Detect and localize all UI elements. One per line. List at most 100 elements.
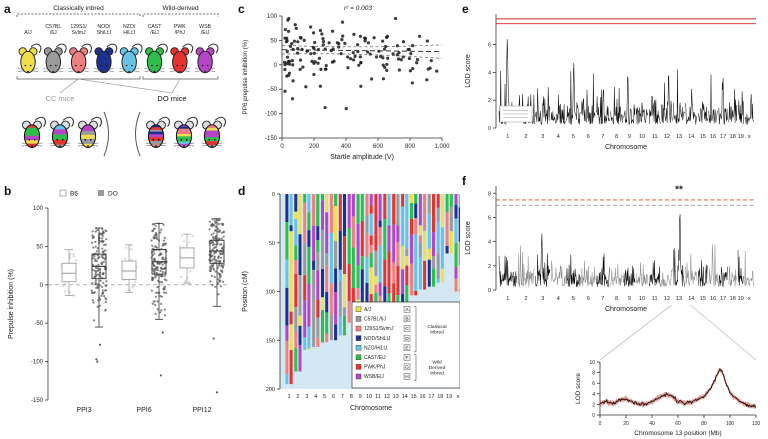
panel-c-label: c [238,2,245,16]
svg-text:20: 20 [623,421,629,427]
svg-text:HiLtJ: HiLtJ [123,30,135,36]
svg-text:r² = 0.003: r² = 0.003 [344,5,372,12]
panel-e: e 0 2 4 6 LOD score 1 2 3 4 5 6 7 8 9 10 11 12 13 14 15 16 17… [460,0,766,170]
svg-text:200: 200 [266,387,275,393]
svg-text:1,000: 1,000 [434,144,450,150]
svg-text:0: 0 [280,144,284,150]
svg-text:CAST: CAST [148,24,163,30]
svg-text:9: 9 [628,296,631,302]
founder-mouse-icon [93,43,118,74]
svg-text:-50: -50 [34,321,43,327]
svg-text:0: 0 [592,413,595,419]
founder-mouse-icon [43,43,67,74]
svg-text:12: 12 [664,134,670,140]
svg-text:PPI12: PPI12 [192,407,211,414]
svg-text:WSB/EiJ: WSB/EiJ [364,374,384,380]
svg-text:16: 16 [710,134,716,140]
svg-text:13: 13 [393,394,399,400]
svg-text:6: 6 [587,296,590,302]
svg-text:6: 6 [488,43,491,49]
panel-a-label: a [4,2,11,16]
svg-text:18: 18 [437,394,443,400]
svg-text:10: 10 [366,394,372,400]
do-mouse-icon [201,116,227,148]
panel-b: b 100 50 0 -50 -100 -150 Prepulse inhibition (… [2,182,236,439]
svg-text:-150: -150 [31,398,44,404]
svg-text:60: 60 [675,421,681,427]
svg-text:ShiLtJ: ShiLtJ [97,30,112,36]
svg-text:600: 600 [373,144,384,150]
svg-text:x: x [748,296,751,302]
svg-text:8: 8 [615,134,618,140]
svg-text:CAST/EiJ: CAST/EiJ [364,355,386,361]
svg-text:8: 8 [350,394,353,400]
svg-text:8: 8 [592,371,595,377]
svg-text:Prepulse inhibition (%): Prepulse inhibition (%) [8,269,15,339]
svg-text:100: 100 [266,290,275,296]
svg-text:4: 4 [592,392,595,398]
svg-text:A: A [405,307,409,313]
svg-text:PWK/PhJ: PWK/PhJ [364,365,386,371]
svg-text:G: G [405,365,409,371]
svg-text:**: ** [675,184,683,195]
panel-d-label: d [238,184,246,198]
cc-mouse-icon [77,116,103,148]
founder-mouse-icon [195,43,219,74]
svg-text:13: 13 [676,296,682,302]
svg-text:DO: DO [108,191,118,198]
svg-text:C: C [405,326,409,332]
svg-text:15: 15 [700,296,706,302]
svg-text:14: 14 [688,296,694,302]
svg-text:Position (cM): Position (cM) [242,271,249,312]
svg-text:Derived: Derived [429,365,446,371]
svg-text:5: 5 [323,394,326,400]
svg-text:50: 50 [36,244,43,250]
svg-text:800: 800 [405,144,416,150]
svg-text:PP6 prepulse inhibition (%): PP6 prepulse inhibition (%) [242,40,249,115]
founder-strains-diagram: Classically inbred Wild-derived A/J C57BL/6… [16,5,227,157]
cc-mouse-icon [49,116,75,148]
svg-text:Chromosome: Chromosome [605,306,647,313]
svg-text:-50: -50 [268,87,277,93]
svg-text:11: 11 [652,134,658,140]
svg-text:/EiJ: /EiJ [201,30,210,36]
svg-text:1: 1 [506,296,509,302]
svg-text:PWK: PWK [174,24,186,30]
svg-text:80: 80 [701,421,707,427]
svg-text:8: 8 [488,191,491,197]
panel-f-label: f [462,174,466,188]
svg-text:14: 14 [688,134,694,140]
svg-text:15: 15 [411,394,417,400]
founder-mouse-icon [144,43,168,74]
svg-text:12: 12 [384,394,390,400]
founder-mouse-icon [119,43,143,74]
cc-mice-label: CC mice [46,94,75,103]
svg-text:400: 400 [341,144,352,150]
svg-text:6: 6 [488,215,491,221]
svg-text:9: 9 [628,134,631,140]
svg-text:3: 3 [541,134,544,140]
svg-text:6: 6 [332,394,335,400]
founder-mouse-icon [17,43,42,74]
svg-text:1: 1 [287,394,290,400]
svg-text:10: 10 [639,296,645,302]
svg-text:Inbred: Inbred [430,371,444,377]
svg-text:120: 120 [752,421,761,427]
panel-a: a Classically inbred Wild-derived A/J C57BL… [2,0,234,180]
panel-b-label: b [4,184,12,198]
svg-text:16: 16 [710,296,716,302]
svg-text:6: 6 [592,381,595,387]
svg-text:Chromosome: Chromosome [350,405,392,412]
svg-text:5: 5 [572,296,575,302]
svg-text:4: 4 [314,394,317,400]
svg-text:0: 0 [272,192,275,198]
svg-text:x: x [748,134,751,140]
do-mouse-icon [173,116,199,148]
svg-text:PPI6: PPI6 [136,407,151,414]
svg-text:19: 19 [738,134,744,140]
svg-text:129S1/SvlmJ: 129S1/SvlmJ [364,326,394,332]
